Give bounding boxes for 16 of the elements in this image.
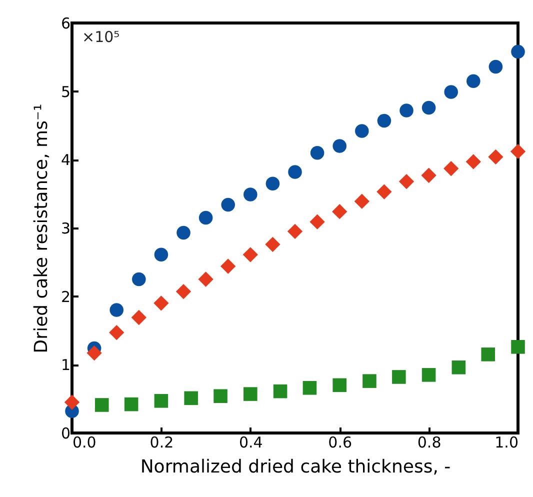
x-tick-label: 1.0 bbox=[494, 434, 518, 452]
x-tick-label: 0.0 bbox=[72, 434, 96, 452]
y-axis-title: Dried cake resistance, ms⁻¹ bbox=[30, 104, 52, 354]
y-tick-label: 5 bbox=[60, 82, 70, 101]
annotation: ×10⁵ bbox=[82, 28, 120, 46]
x-axis-title: Normalized dried cake thickness, - bbox=[140, 456, 451, 478]
x-tick-label: 0.6 bbox=[328, 434, 352, 452]
x-tick-label: 0.2 bbox=[150, 434, 174, 452]
y-tick-label: 3 bbox=[60, 220, 70, 238]
y-tick-label: 4 bbox=[60, 151, 70, 170]
x-tick-label: 0.4 bbox=[238, 434, 263, 452]
y-tick-label: 6 bbox=[60, 14, 70, 32]
y-tick-label: 2 bbox=[60, 288, 70, 306]
y-tick-label: 0 bbox=[60, 424, 70, 442]
x-tick-label: 0.8 bbox=[417, 434, 442, 452]
y-tick-label: 1 bbox=[60, 356, 70, 374]
